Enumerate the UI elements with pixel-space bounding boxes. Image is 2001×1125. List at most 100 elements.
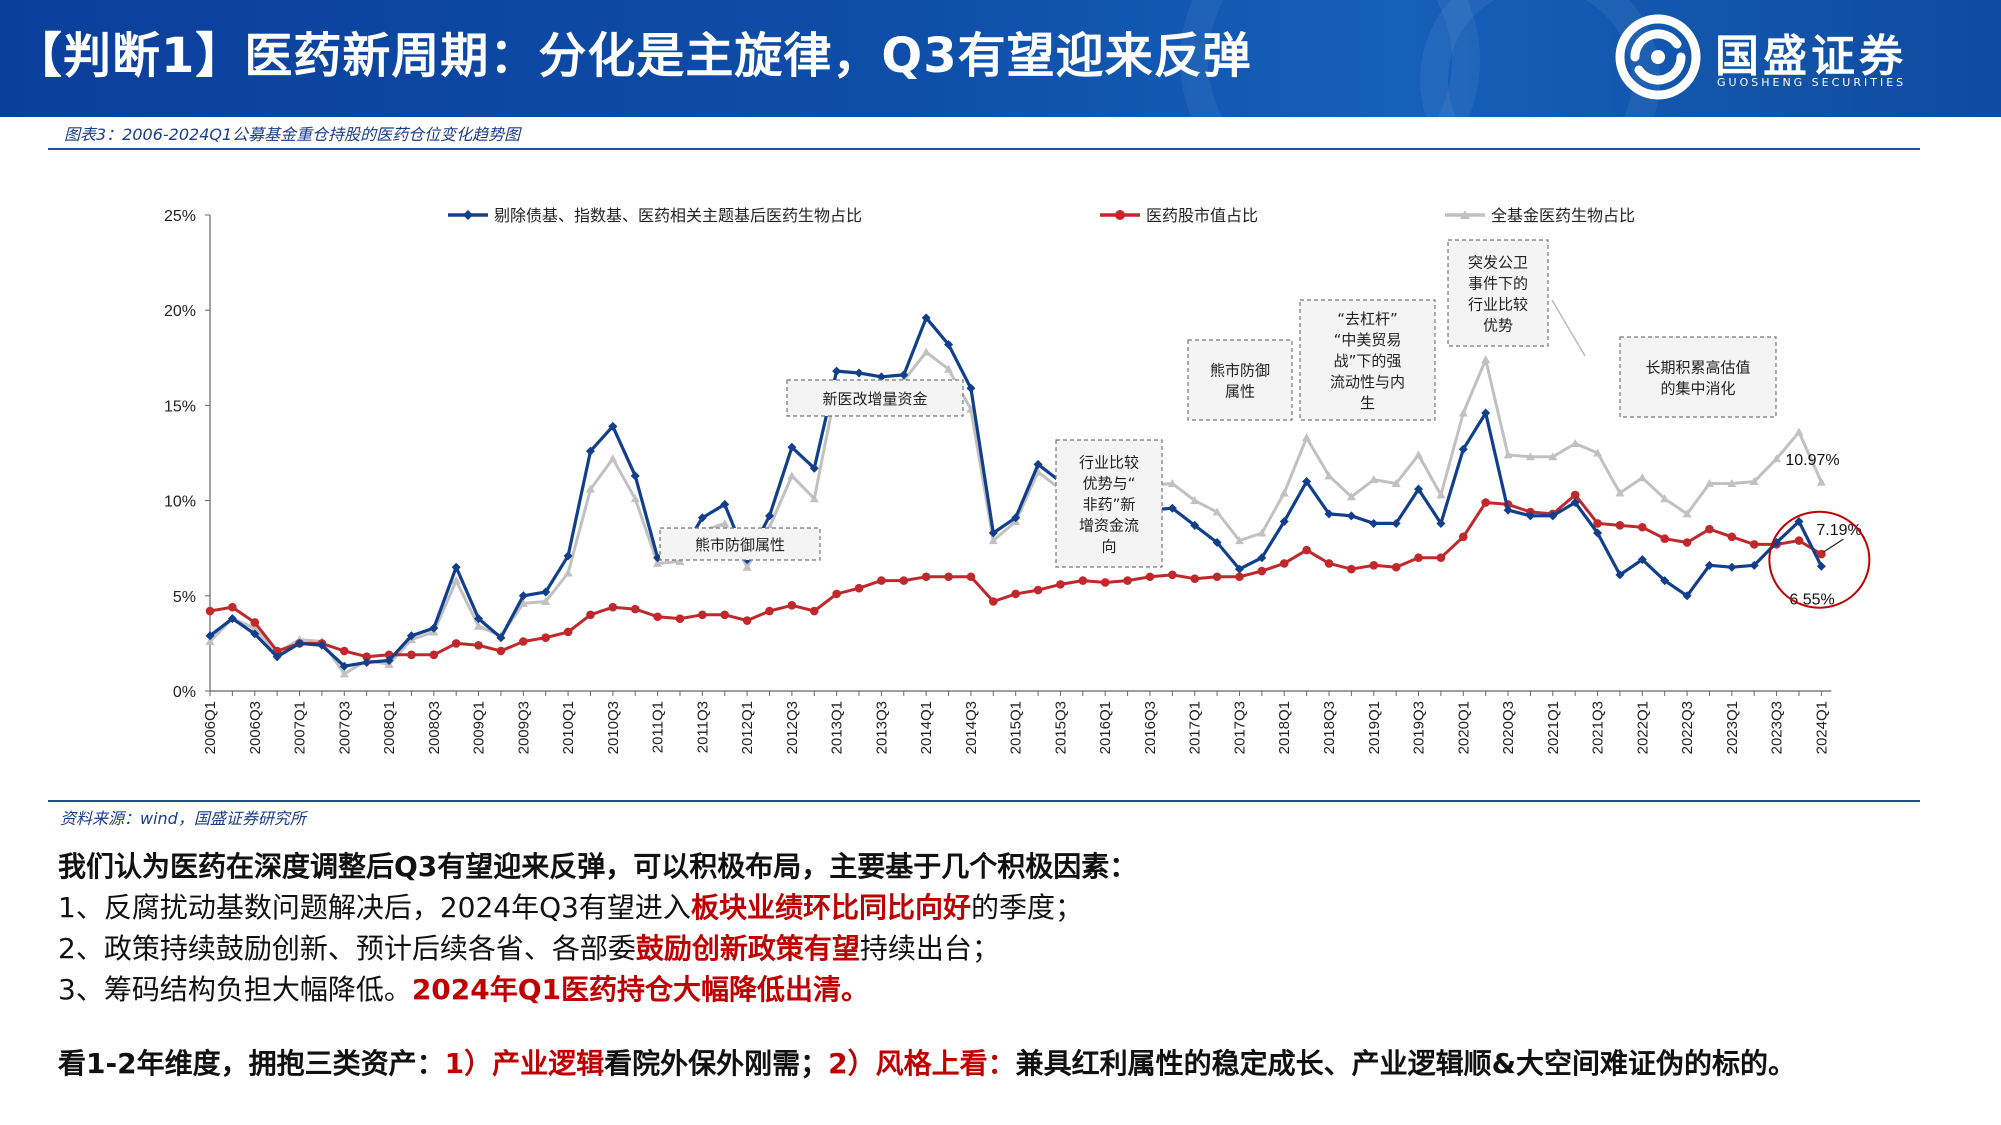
- data-point: [407, 650, 416, 660]
- data-point: [944, 364, 954, 373]
- x-tick-label: 2015Q3: [1052, 701, 1069, 754]
- data-point: [384, 656, 394, 666]
- data-point: [1347, 564, 1356, 574]
- view-item-1-text: 看院外保外刚需；: [604, 1047, 829, 1080]
- data-point: [675, 557, 685, 566]
- figure-caption: 图表3：2006-2024Q1公募基金重仓持股的医药仓位变化趋势图: [64, 125, 521, 144]
- data-point: [1749, 560, 1759, 570]
- data-point: [966, 383, 976, 393]
- x-tick-label: 2009Q1: [471, 701, 488, 754]
- data-point: [1123, 576, 1132, 585]
- caption-divider: [48, 148, 1920, 150]
- data-point: [1190, 520, 1200, 530]
- data-point: [339, 669, 349, 678]
- legend-marker: [1460, 210, 1470, 219]
- data-point: [250, 623, 260, 632]
- data-point: [1615, 521, 1625, 530]
- x-tick-label: 2020Q3: [1500, 701, 1517, 754]
- data-point: [854, 368, 864, 378]
- data-point: [362, 652, 371, 662]
- x-tick-label: 2008Q1: [381, 701, 398, 754]
- x-tick-label: 2013Q3: [873, 701, 890, 754]
- point-3-highlight: 2024年Q1医药持仓大幅降低出清。: [411, 973, 870, 1006]
- data-point: [1615, 570, 1625, 580]
- data-point: [1235, 572, 1244, 582]
- data-point: [1369, 475, 1379, 484]
- data-point: [653, 612, 662, 622]
- data-point: [1570, 498, 1580, 508]
- data-point: [1660, 576, 1670, 586]
- data-point: [429, 650, 439, 660]
- view-paragraph: 看1-2年维度，拥抱三类资产：1）产业逻辑看院外保外刚需；2）风格上看：兼具红利…: [58, 1043, 1958, 1084]
- data-point: [1257, 566, 1267, 576]
- page-title: 【判断1】医药新周期：分化是主旋律，Q3有望迎来反弹: [14, 28, 1252, 84]
- x-tick-label: 2016Q3: [1142, 701, 1159, 754]
- data-point: [809, 494, 819, 503]
- data-point: [205, 631, 215, 641]
- annotation-frame: [786, 379, 964, 417]
- data-point: [787, 471, 797, 480]
- data-point: [563, 551, 573, 561]
- annotation-text: “去杠杆” “中美贸易战”下的强流动性与内生: [1330, 310, 1405, 412]
- data-point: [1727, 478, 1737, 487]
- data-point: [228, 602, 237, 612]
- point-1: 1、反腐扰动基数问题解决后，2024年Q3有望进入板块业绩环比同比向好的季度；: [58, 887, 1958, 928]
- view-item-1-label: 1）产业逻辑: [444, 1047, 605, 1080]
- data-point: [966, 572, 976, 582]
- data-point: [1257, 528, 1267, 537]
- annotation-frame: [1299, 299, 1436, 421]
- annotation-text: 新医改增量资金: [822, 390, 927, 408]
- body-text: 我们认为医药在深度调整后Q3有望迎来反弹，可以积极布局，主要基于几个积极因素： …: [58, 846, 1958, 1010]
- data-point: [832, 589, 841, 599]
- x-tick-label: 2013Q1: [829, 701, 846, 754]
- point-3-text: 3、筹码结构负担大幅降低。: [58, 973, 412, 1006]
- data-point: [1682, 538, 1692, 547]
- x-tick-label: 2018Q3: [1321, 701, 1338, 754]
- data-point: [1414, 553, 1423, 563]
- y-tick-label: 20%: [164, 303, 196, 320]
- x-tick-label: 2014Q3: [963, 701, 980, 754]
- data-point: [1570, 438, 1580, 447]
- data-point: [809, 463, 819, 473]
- data-point: [1436, 490, 1446, 499]
- data-point: [1816, 477, 1826, 486]
- data-point: [1078, 576, 1088, 585]
- data-point: [899, 370, 909, 380]
- data-point: [1100, 578, 1110, 587]
- data-point: [1145, 572, 1155, 582]
- data-point: [1481, 355, 1491, 364]
- data-point: [474, 614, 484, 624]
- data-point: [585, 446, 595, 456]
- data-point: [1436, 553, 1446, 563]
- data-point: [1414, 484, 1424, 494]
- annotation-box: “去杠杆” “中美贸易战”下的强流动性与内生: [1299, 299, 1436, 421]
- data-point: [1503, 505, 1513, 515]
- x-tick-label: 2021Q1: [1545, 701, 1562, 754]
- annotation-box: 熊市防御属性: [1187, 339, 1293, 421]
- data-point: [1324, 559, 1334, 568]
- data-point: [1458, 408, 1468, 417]
- data-point: [742, 616, 752, 625]
- data-point: [1369, 561, 1379, 570]
- data-point: [563, 568, 573, 577]
- data-point: [1324, 471, 1334, 480]
- annotation-text: 行业比较优势与“非药”新增资金流向: [1079, 454, 1139, 556]
- annotation-text: 长期积累高估值的集中消化: [1645, 359, 1750, 398]
- data-point: [451, 639, 461, 648]
- annotation-box: 长期积累高估值的集中消化: [1619, 336, 1777, 418]
- data-point: [1705, 524, 1714, 534]
- view-item-2-label: 2）风格上看：: [828, 1047, 1016, 1080]
- data-point: [339, 661, 349, 671]
- data-point: [921, 347, 931, 356]
- legend-marker: [463, 210, 473, 220]
- x-tick-label: 2022Q3: [1679, 701, 1696, 754]
- value-label: 6.55%: [1789, 591, 1834, 608]
- data-point: [1234, 536, 1244, 545]
- data-point: [988, 536, 998, 545]
- value-label-leader: [1823, 538, 1844, 553]
- x-tick-label: 2020Q1: [1455, 701, 1472, 754]
- data-point: [1302, 545, 1311, 555]
- data-point: [921, 572, 931, 582]
- x-tick-label: 2023Q3: [1769, 701, 1786, 754]
- x-tick-label: 2021Q3: [1590, 701, 1607, 754]
